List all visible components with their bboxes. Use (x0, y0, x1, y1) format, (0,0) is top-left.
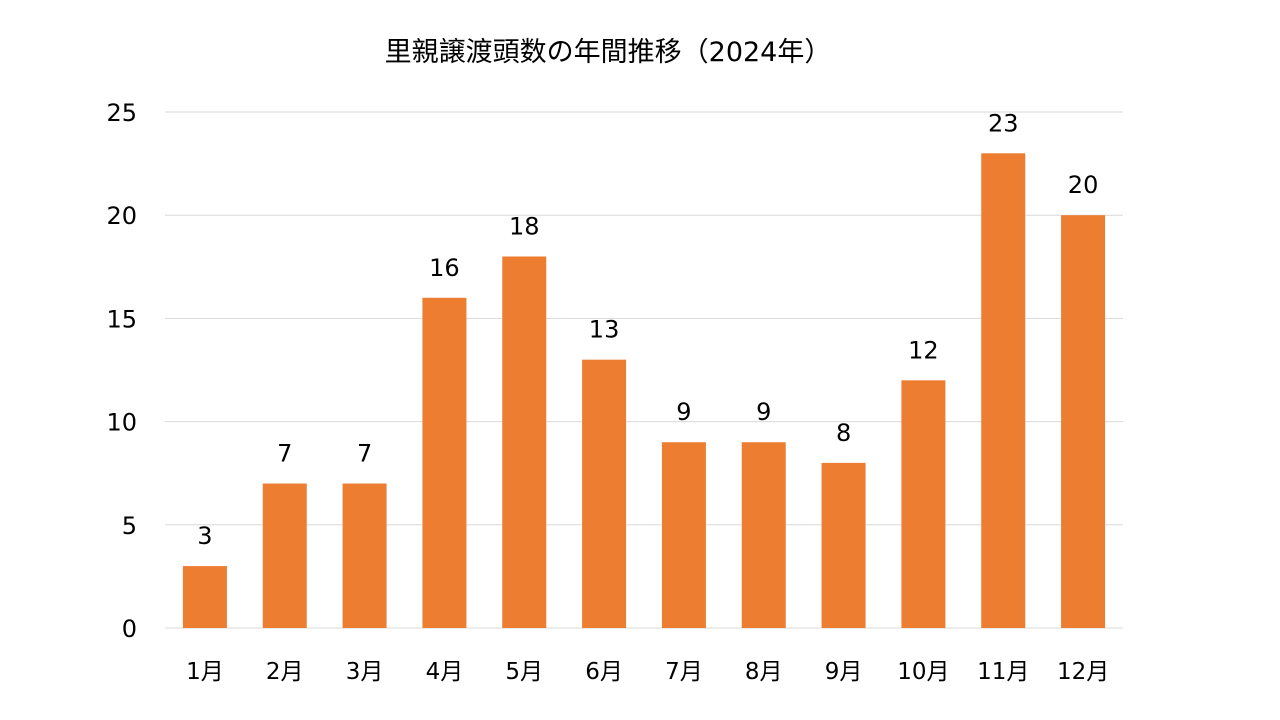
data-labels: 3 7 7 16 18 13 9 9 8 12 23 20 (197, 109, 1098, 550)
bars (182, 153, 1106, 628)
x-tick-label: 5月 (505, 659, 543, 685)
bar (422, 297, 467, 628)
y-tick-label: 20 (106, 202, 137, 230)
x-tick-label: 11月 (977, 659, 1029, 685)
bar (981, 153, 1026, 628)
data-label: 18 (509, 212, 540, 240)
data-label: 20 (1068, 171, 1099, 199)
y-tick-label: 10 (106, 409, 137, 437)
y-tick-label: 5 (122, 512, 137, 540)
data-label: 3 (197, 522, 212, 550)
y-axis-ticks: 0 5 10 15 20 25 (106, 99, 137, 643)
x-tick-label: 8月 (745, 659, 783, 685)
data-label: 12 (908, 336, 939, 364)
x-tick-label: 7月 (665, 659, 703, 685)
data-label: 23 (988, 109, 1019, 137)
data-label: 9 (756, 398, 771, 426)
bar (342, 483, 387, 628)
y-tick-label: 25 (106, 99, 137, 127)
x-tick-label: 1月 (186, 659, 224, 685)
x-axis-ticks: 1月 2月 3月 4月 5月 6月 7月 8月 9月 10月 11月 12月 (186, 659, 1109, 685)
bar (502, 256, 547, 628)
x-tick-label: 6月 (585, 659, 623, 685)
bar (661, 442, 706, 628)
bar (582, 359, 627, 628)
bar (901, 380, 946, 628)
x-tick-label: 9月 (825, 659, 863, 685)
data-label: 7 (357, 440, 372, 468)
bar (821, 462, 866, 628)
y-tick-label: 15 (106, 305, 137, 333)
data-label: 7 (277, 440, 292, 468)
bar (741, 442, 786, 628)
y-tick-label: 0 (122, 615, 137, 643)
gridlines (165, 111, 1123, 629)
chart-title: 里親譲渡頭数の年間推移（2024年） (385, 37, 832, 68)
data-label: 8 (836, 419, 851, 447)
bar (182, 566, 227, 628)
x-tick-label: 2月 (266, 659, 304, 685)
x-tick-label: 4月 (426, 659, 464, 685)
x-tick-label: 10月 (897, 659, 949, 685)
bar (1061, 215, 1106, 628)
bar (262, 483, 307, 628)
data-label: 13 (589, 316, 620, 344)
x-tick-label: 12月 (1057, 659, 1109, 685)
data-label: 16 (429, 254, 460, 282)
data-label: 9 (676, 398, 691, 426)
x-tick-label: 3月 (346, 659, 384, 685)
